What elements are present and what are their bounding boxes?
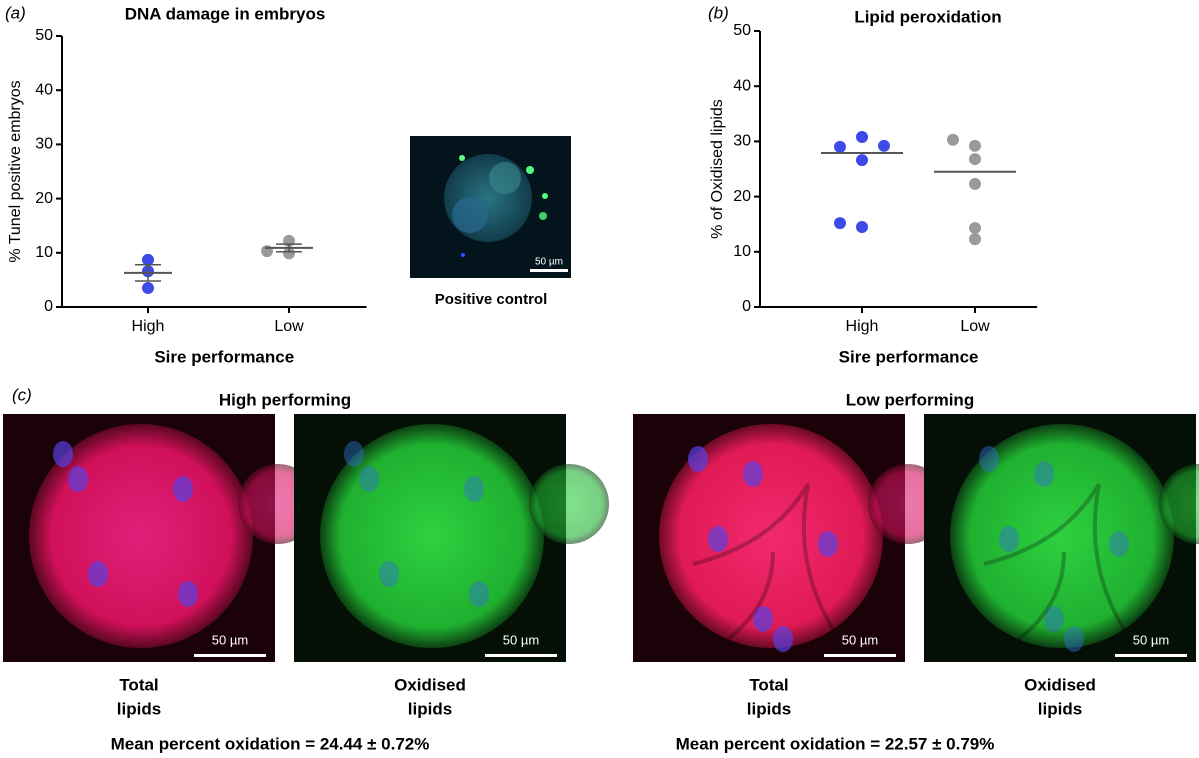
chart-title: DNA damage in embryos [125,4,326,23]
x-tick-label: Low [274,318,304,335]
image-caption: Oxidised [394,675,466,694]
summary: Mean percent oxidation = 22.57 ± 0.79% [676,734,995,753]
scale-bar [194,654,266,657]
data-point [142,282,154,295]
scale-bar-label: 50 µm [212,632,248,647]
scale-bar-label: 50 µm [503,632,539,647]
scale-bar-label: 50 µm [535,257,563,268]
panel-label: (a) [5,3,26,22]
nucleus [469,581,489,607]
image-caption: Positive control [435,291,548,308]
nucleus [818,531,838,557]
scale-bar [485,654,557,657]
y-tick-label: 20 [35,190,53,207]
scale-bar [824,654,896,657]
y-tick-label: 40 [35,81,53,98]
x-tick-label: High [846,318,879,335]
x-axis-label: Sire performance [154,347,294,366]
y-tick-label: 0 [44,298,53,315]
group-title: High performing [219,390,351,409]
nucleus [1034,461,1054,487]
x-tick-label: High [132,318,165,335]
embryo [659,424,883,648]
image-caption: lipids [1038,699,1082,718]
data-point [834,217,846,230]
image-caption: lipids [408,699,452,718]
micrograph [3,414,318,662]
image-caption: lipids [117,699,161,718]
embryo [950,424,1174,648]
y-tick-label: 20 [733,188,751,205]
positive-control-image [410,136,571,278]
nucleus [464,476,484,502]
data-point [283,247,295,260]
data-point [834,140,846,153]
chart-title: Lipid peroxidation [854,7,1001,26]
nucleus [1044,606,1064,632]
nucleus [359,466,379,492]
micrograph [633,414,948,662]
image-caption: Oxidised [1024,675,1096,694]
nucleus [999,526,1019,552]
panel-label: (c) [12,385,32,404]
nucleus [379,561,399,587]
data-point [856,130,868,143]
nucleus [173,476,193,502]
nucleus [773,626,793,652]
data-point [969,233,981,246]
data-point [969,139,981,152]
data-point [878,139,890,152]
nucleus [53,441,73,467]
scale-bar-label: 50 µm [842,632,878,647]
panel-label: (b) [708,3,729,22]
nucleus [1109,531,1129,557]
embryo [320,424,544,648]
data-point [969,153,981,166]
scale-bar-label: 50 µm [1133,632,1169,647]
data-point [856,154,868,167]
image-caption: Total [119,675,158,694]
y-tick-label: 30 [35,136,53,153]
y-axis-label: % of Oxidised lipids [709,99,726,239]
micrograph [924,414,1199,662]
scale-bar [1115,654,1187,657]
nucleus [178,581,198,607]
image-caption: Total [749,675,788,694]
data-point [856,220,868,233]
data-point [969,177,981,190]
cell-boundary [983,482,1126,641]
nucleus [68,466,88,492]
nucleus [344,441,364,467]
group-title: Low performing [846,390,974,409]
nucleus [708,526,728,552]
y-tick-label: 10 [733,243,751,260]
y-tick-label: 50 [733,22,751,39]
nucleus [743,461,763,487]
data-point [969,222,981,235]
data-point [947,133,959,146]
summary: Mean percent oxidation = 24.44 ± 0.72% [111,734,430,753]
y-tick-label: 40 [733,77,751,94]
y-tick-label: 0 [742,298,751,315]
embryo-edge [529,464,609,544]
data-point [142,253,154,266]
x-tick-label: Low [960,318,990,335]
y-tick-label: 50 [35,27,53,44]
nucleus [1064,626,1084,652]
y-tick-label: 10 [35,244,53,261]
cell-boundary [692,482,835,641]
embryo-edge [1159,464,1199,544]
x-axis-label: Sire performance [839,347,979,366]
nucleus [88,561,108,587]
nucleus [753,606,773,632]
nucleus [688,446,708,472]
y-tick-label: 30 [733,133,751,150]
micrograph [294,414,609,662]
y-axis-label: % Tunel positive embryos [7,80,24,262]
image-caption: lipids [747,699,791,718]
nucleus [979,446,999,472]
